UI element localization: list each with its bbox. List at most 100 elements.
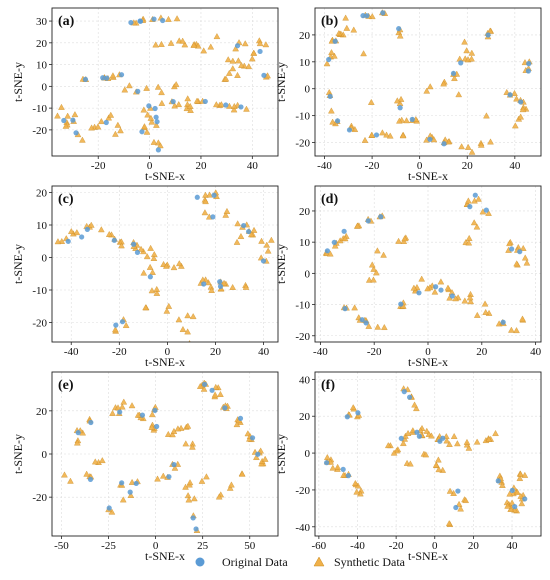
original-point [398,435,404,442]
x-tick-label: 25 [197,540,209,552]
x-tick-label: -60 [312,540,327,552]
synthetic-point [143,128,151,135]
synthetic-point [499,481,506,488]
synthetic-point [508,326,515,333]
synthetic-point [445,520,453,527]
x-tick-label: 40 [507,540,519,552]
synthetic-point [218,101,225,108]
x-tick-label: 20 [210,346,222,358]
synthetic-point [186,479,194,486]
x-tick-label: 20 [195,160,207,172]
synthetic-point [262,41,270,48]
original-point [517,249,523,255]
original-point [155,147,161,153]
synthetic-point [485,435,493,442]
scatter-points [323,385,529,527]
synthetic-point [193,97,201,104]
synthetic-point [64,112,72,119]
synthetic-point [506,240,513,247]
original-point [153,114,159,120]
y-tick-label: -20 [295,485,310,497]
original-point [449,293,455,299]
original-point [257,48,263,55]
x-axis-label: t-SNE-x [408,169,448,183]
x-tick-label: 40 [258,346,270,358]
synthetic-point [153,285,161,292]
synthetic-point [428,432,435,439]
original-point [103,119,109,126]
synthetic-point [454,440,461,447]
synthetic-point [264,247,272,254]
synthetic-point [173,15,181,22]
original-point [509,246,515,252]
synthetic-point [143,84,150,91]
original-point [397,105,403,111]
y-tick-label: 0 [42,449,48,461]
synthetic-point [353,488,361,495]
original-point [117,409,123,415]
synthetic-point [418,275,426,282]
y-tick-label: 20 [299,411,311,423]
synthetic-point [443,437,451,444]
synthetic-point [118,242,125,249]
original-point [201,281,207,287]
original-point [396,26,402,32]
synthetic-point [237,232,245,239]
original-point [82,76,89,83]
y-axis-label: t-SNE-y [11,244,25,284]
synthetic-point [137,245,145,252]
original-point [525,68,532,74]
synthetic-point [523,259,531,266]
synthetic-point [179,37,187,44]
synthetic-point [186,102,194,109]
original-point [106,505,112,511]
x-tick-label: 40 [509,160,521,172]
synthetic-point [165,15,172,22]
scatter-points [54,189,275,342]
x-tick-label: 0 [165,346,171,358]
synthetic-point [146,263,154,270]
original-point [146,103,152,109]
original-point [467,204,473,210]
synthetic-point [182,440,190,447]
synthetic-point [91,458,99,465]
synthetic-point [486,27,494,34]
synthetic-point [367,98,375,105]
synthetic-point [374,323,382,330]
synthetic-point [128,402,136,409]
synthetic-point [403,117,410,124]
synthetic-point [163,307,171,314]
synthetic-point [189,443,196,450]
original-point [453,504,459,511]
plot-frame [51,185,279,343]
original-point [147,274,153,280]
original-point [512,504,518,510]
synthetic-point [242,283,250,290]
x-tick-label: 40 [530,346,542,358]
original-point [398,301,404,307]
x-axis-label: t-SNE-x [145,169,185,183]
synthetic-point [396,117,403,124]
synthetic-point [461,297,469,304]
synthetic-point [380,323,388,330]
synthetic-point [349,404,357,411]
synthetic-point [361,136,369,143]
synthetic-point [119,496,127,503]
synthetic-point [232,45,239,52]
synthetic-point [468,148,476,155]
synthetic-point [468,49,476,56]
synthetic-point [342,14,349,21]
original-point [190,515,196,521]
original-point [118,72,125,78]
synthetic-point [462,496,470,504]
synthetic-point [194,42,202,49]
synthetic-point [179,325,187,332]
y-axis-label: t-SNE-y [11,62,25,102]
original-point [249,435,256,441]
synthetic-point [465,239,473,246]
synthetic-point [261,455,269,462]
original-point [73,130,79,136]
original-point [222,405,228,411]
original-point [327,93,333,100]
y-tick-label: -10 [295,111,310,123]
